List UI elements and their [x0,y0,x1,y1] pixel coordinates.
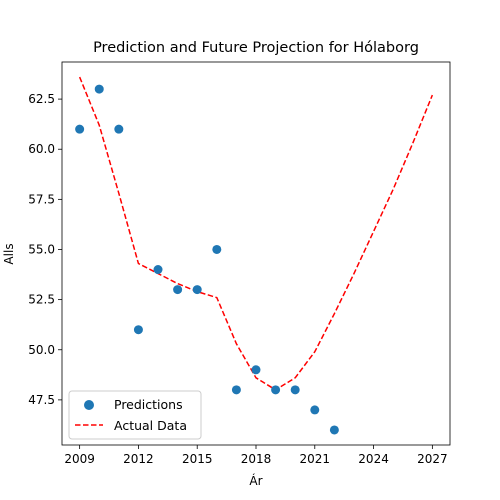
data-point-predictions [251,365,261,375]
legend-label-actual-data: Actual Data [114,418,187,433]
x-tick-label: 2027 [417,452,448,466]
x-tick-label: 2015 [182,452,213,466]
data-point-predictions [329,425,339,435]
data-point-predictions [153,265,163,275]
data-point-predictions [114,124,124,134]
y-tick-label: 57.5 [28,192,55,206]
data-point-predictions [290,385,300,395]
data-point-predictions [192,285,202,295]
data-point-predictions [231,385,241,395]
y-tick-label: 55.0 [28,242,55,256]
legend-box [68,390,202,440]
x-tick-label: 2012 [123,452,154,466]
data-point-predictions [94,84,104,94]
data-point-predictions [271,385,281,395]
x-tick-label: 2018 [241,452,272,466]
y-tick-label: 52.5 [28,293,55,307]
legend: Predictions Actual Data [68,390,202,440]
y-tick-label: 47.5 [28,393,55,407]
y-tick-label: 50.0 [28,343,55,357]
data-point-predictions [75,124,85,134]
y-tick-label: 62.5 [28,92,55,106]
legend-label-predictions: Predictions [114,397,183,412]
data-point-predictions [133,325,143,335]
x-tick-label: 2009 [64,452,95,466]
series-line-actual-data [78,76,434,391]
plot-area: 2009 2012 2015 2018 2021 2024 2027 47.5 50.0 52.5… [28,61,451,466]
data-point-predictions [173,285,183,295]
axes-frame [61,61,451,446]
chart-title: Prediction and Future Projection for Hól… [93,40,419,56]
x-tick-label: 2024 [358,452,389,466]
data-point-predictions [310,405,320,415]
y-tick-label: 60.0 [28,142,55,156]
x-axis-title: Ár [249,473,262,488]
legend-marker-predictions [84,400,94,410]
x-tick-label: 2021 [300,452,331,466]
data-point-predictions [212,244,222,254]
y-axis-title: Alls [2,243,16,264]
